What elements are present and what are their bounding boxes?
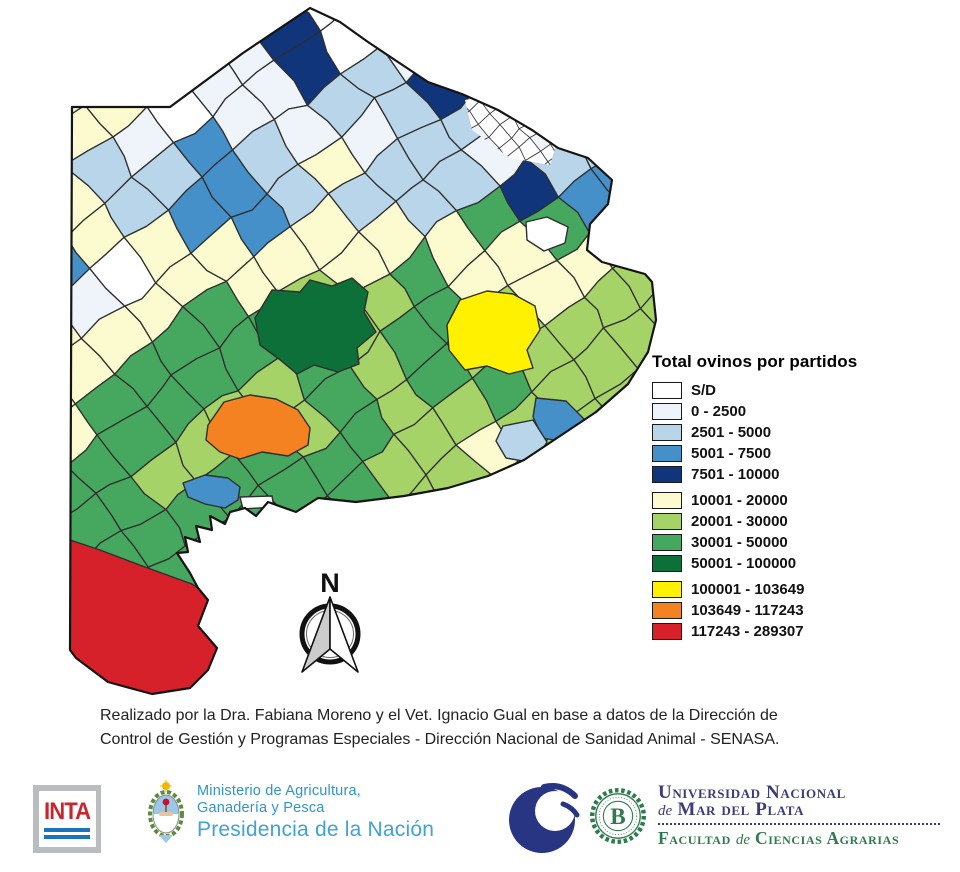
district-g3 xyxy=(254,277,377,375)
legend-label: 20001 - 30000 xyxy=(691,513,788,530)
coat-of-arms-icon xyxy=(148,780,184,843)
faculty-de: de xyxy=(735,832,750,848)
district-b2 xyxy=(182,474,241,509)
inta-stripe xyxy=(44,834,90,839)
legend-swatch xyxy=(652,581,682,598)
legend-item: 117243 - 289307 xyxy=(652,623,952,640)
attribution-text: Realizado por la Dra. Fabiana Moreno y e… xyxy=(100,704,870,752)
ministry-line-2: Ganadería y Pesca xyxy=(197,800,325,816)
inta-logo: INTA xyxy=(33,785,101,853)
legend-item: 103649 - 117243 xyxy=(652,602,952,619)
ministry-line-1: Ministerio de Agricultura, xyxy=(197,783,361,799)
legend-item: 0 - 2500 xyxy=(652,403,952,420)
legend-item: 5001 - 7500 xyxy=(652,445,952,462)
legend-label: 100001 - 103649 xyxy=(691,581,805,598)
dotted-separator xyxy=(658,823,940,825)
north-arrow: N xyxy=(299,568,361,673)
legend-group: S/D 0 - 2500 2501 - 5000 5001 - 7500 7501 - … xyxy=(652,382,952,483)
unmdp-wave-icon xyxy=(509,783,580,853)
legend-item: 20001 - 30000 xyxy=(652,513,952,530)
legend-swatch xyxy=(652,424,682,441)
inta-logo-text: INTA xyxy=(43,797,91,825)
legend-item: 30001 - 50000 xyxy=(652,534,952,551)
legend-swatch xyxy=(652,555,682,572)
faculty-word: Facultad xyxy=(658,828,731,848)
legend-item: 2501 - 5000 xyxy=(652,424,952,441)
inta-logo-panel: INTA xyxy=(38,791,96,847)
faculty-line: Facultad de Ciencias Agrarias xyxy=(658,829,944,850)
legend-label: 50001 - 100000 xyxy=(691,555,797,572)
legend-swatch xyxy=(652,445,682,462)
legend-label: 117243 - 289307 xyxy=(691,623,804,640)
legend-label: 2501 - 5000 xyxy=(691,424,772,441)
legend-item: 7501 - 10000 xyxy=(652,466,952,483)
university-de: de xyxy=(658,803,673,819)
legend-label: 103649 - 117243 xyxy=(691,602,804,619)
legend-swatch xyxy=(652,382,682,399)
legend-label: 5001 - 7500 xyxy=(691,445,772,462)
legend-swatch xyxy=(652,403,682,420)
district-sd xyxy=(525,216,569,252)
legend-label: 7501 - 10000 xyxy=(691,466,780,483)
seal-letter: B xyxy=(610,803,625,829)
district-hy xyxy=(446,290,541,375)
legend-item: 50001 - 100000 xyxy=(652,555,952,572)
legend-swatch xyxy=(652,513,682,530)
university-city-line: de Mar del Plata xyxy=(658,799,944,820)
legend-swatch xyxy=(652,602,682,619)
university-logo-text: Universidad Nacional de Mar del Plata Fa… xyxy=(658,782,944,850)
legend-label: 10001 - 20000 xyxy=(691,492,788,509)
legend-label: 0 - 2500 xyxy=(691,403,747,420)
legend-groups: S/D 0 - 2500 2501 - 5000 5001 - 7500 7501 - … xyxy=(652,382,952,640)
legend-swatch xyxy=(652,623,682,640)
legend-group: 10001 - 20000 20001 - 30000 30001 - 50000 5… xyxy=(652,492,952,572)
legend: Total ovinos por partidos S/D 0 - 2500 250… xyxy=(652,352,952,644)
legend-label: S/D xyxy=(691,382,717,399)
legend-swatch xyxy=(652,534,682,551)
legend-item: 10001 - 20000 xyxy=(652,492,952,509)
presidencia-line: Presidencia de la Nación xyxy=(197,818,435,841)
district-or xyxy=(205,394,311,460)
legend-swatch xyxy=(652,466,682,483)
ministry-logo-text: Ministerio de Agricultura, Ganadería y P… xyxy=(197,783,434,842)
buenos-aires-sheep-map: N xyxy=(68,6,658,696)
legend-title: Total ovinos por partidos xyxy=(652,352,858,371)
faculty-name: Ciencias Agrarias xyxy=(754,828,900,848)
compass-north-label: N xyxy=(320,568,340,598)
inta-stripe xyxy=(44,827,90,832)
legend-swatch xyxy=(652,492,682,509)
legend-group: 100001 - 103649 103649 - 117243 117243 - 2… xyxy=(652,581,952,640)
fca-seal-icon: B xyxy=(590,788,646,844)
university-name-line: Universidad Nacional xyxy=(658,782,846,803)
attribution-line-2: Control de Gestión y Programas Especiale… xyxy=(100,731,780,748)
attribution-line-1: Realizado por la Dra. Fabiana Moreno y e… xyxy=(100,707,778,724)
legend-label: 30001 - 50000 xyxy=(691,534,788,551)
legend-item: 100001 - 103649 xyxy=(652,581,952,598)
university-city: Mar del Plata xyxy=(677,799,805,820)
legend-item: S/D xyxy=(652,382,952,399)
